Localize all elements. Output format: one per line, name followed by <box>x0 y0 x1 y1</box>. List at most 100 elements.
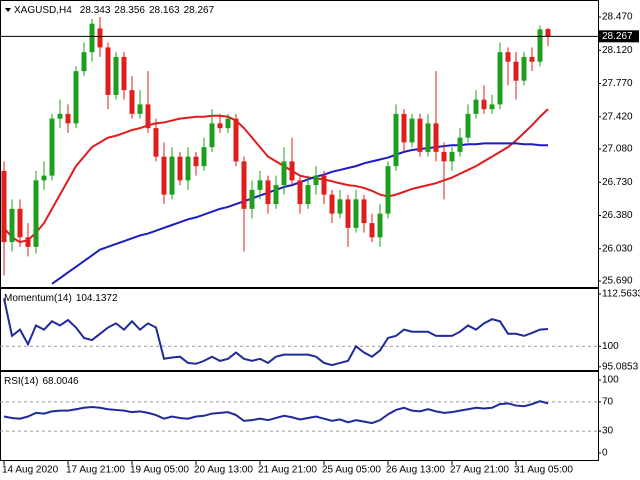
candle-body <box>137 104 143 114</box>
candle-body <box>545 29 551 37</box>
candle-body <box>161 156 167 195</box>
x-tick-label: 14 Aug 2020 <box>2 465 59 476</box>
candle-body <box>129 90 135 114</box>
candle-body <box>81 52 87 72</box>
panel-frames <box>0 0 599 461</box>
y-tick-label: 30 <box>602 426 614 437</box>
candle-body <box>417 118 423 152</box>
candle-body <box>281 161 287 186</box>
x-tick-label: 31 Aug 05:00 <box>514 465 573 476</box>
candle-body <box>449 151 455 162</box>
x-tick-label: 20 Aug 13:00 <box>194 465 253 476</box>
y-tick-label: 28.120 <box>602 45 633 56</box>
title-ohlc: 28.267 <box>184 5 215 16</box>
candle-body <box>505 52 511 62</box>
candle-body <box>361 199 367 224</box>
y-tick-label: 28.470 <box>602 12 633 23</box>
candle-body <box>65 113 71 124</box>
y-tick-label: 100 <box>602 341 619 352</box>
candle-body <box>465 113 471 138</box>
indicator-value: 68.0046 <box>42 376 79 387</box>
candle-body <box>337 199 343 214</box>
candle-body <box>401 113 407 143</box>
title-ohlc: 28.163 <box>149 5 180 16</box>
candle-body <box>153 128 159 157</box>
candle-body <box>89 23 95 53</box>
candle-body <box>9 208 15 243</box>
candle-body <box>313 175 319 186</box>
candle-body <box>473 99 479 114</box>
candle-body <box>201 147 207 167</box>
y-tick-label: 100 <box>602 375 619 386</box>
candle-body <box>209 123 215 148</box>
candle-body <box>289 161 295 181</box>
candle-body <box>521 56 527 81</box>
candle-body <box>433 123 439 152</box>
candle-body <box>457 137 463 152</box>
x-tick-label: 17 Aug 21:00 <box>66 465 125 476</box>
candle-body <box>145 104 151 129</box>
x-tick-label: 27 Aug 21:00 <box>450 465 509 476</box>
y-tick-label: 25.690 <box>602 276 633 287</box>
y-tick-label: 27.080 <box>602 144 633 155</box>
candle-body <box>97 28 103 48</box>
candle-body <box>529 56 535 62</box>
candle-body <box>321 175 327 195</box>
chart-title: XAGUSD,H4 28.343 28.356 28.163 28.267 <box>14 5 215 16</box>
indicator-name: Momentum(14) <box>4 293 72 304</box>
candle-body <box>225 118 231 129</box>
candle-body <box>489 104 495 110</box>
candle-body <box>537 29 543 62</box>
indicator-title: RSI(14) 68.0046 <box>4 376 79 387</box>
candle-body <box>33 180 39 247</box>
y-tick-label: 26.380 <box>602 210 633 221</box>
candle-body <box>345 199 351 228</box>
y-tick-label: 27.420 <box>602 111 633 122</box>
candle-body <box>169 156 175 195</box>
candle-body <box>385 166 391 214</box>
candle-body <box>57 113 63 119</box>
indicator-name: RSI(14) <box>4 376 38 387</box>
candle-body <box>193 156 199 167</box>
y-tick-label: 95.0853 <box>602 361 639 372</box>
candle-body <box>425 123 431 152</box>
candle-body <box>41 175 47 181</box>
y-tick-label: 26.030 <box>602 243 633 254</box>
candle-body <box>273 185 279 205</box>
candle-body <box>185 156 191 181</box>
y-tick-label: 0 <box>602 448 608 459</box>
candle-body <box>369 223 375 238</box>
y-tick-label: 70 <box>602 397 614 408</box>
title-ohlc: 28.343 <box>80 5 111 16</box>
candle-body <box>481 99 487 110</box>
x-tick-label: 25 Aug 05:00 <box>322 465 381 476</box>
y-tick-label: 112.5633 <box>602 289 640 300</box>
candle-body <box>265 180 271 205</box>
indicator-title: Momentum(14) 104.1372 <box>4 293 118 304</box>
candle-body <box>329 194 335 214</box>
moving-average <box>3 108 549 244</box>
x-tick-label: 19 Aug 05:00 <box>130 465 189 476</box>
candle-body <box>105 47 111 95</box>
title-ohlc: 28.356 <box>114 5 145 16</box>
momentum-panel-frame <box>0 288 599 371</box>
y-tick-label: 26.730 <box>602 177 633 188</box>
candle-body <box>73 71 79 124</box>
candle-body <box>177 156 183 181</box>
title-marker <box>5 8 11 12</box>
candle-body <box>217 123 223 129</box>
x-tick-label: 21 Aug 21:00 <box>258 465 317 476</box>
candle-body <box>393 113 399 167</box>
candle-body <box>113 56 119 95</box>
title-symbol: XAGUSD,H4 <box>14 5 72 16</box>
candle-body <box>49 118 55 176</box>
candle-body <box>305 185 311 205</box>
candle-body <box>353 199 359 228</box>
rsi-panel-frame <box>0 371 599 461</box>
candle-body <box>249 189 255 209</box>
indicator-line <box>3 400 549 425</box>
price-label-box <box>599 30 639 43</box>
price-label: 28.267 <box>602 31 633 42</box>
candle-body <box>297 180 303 205</box>
candle-body <box>377 213 383 238</box>
